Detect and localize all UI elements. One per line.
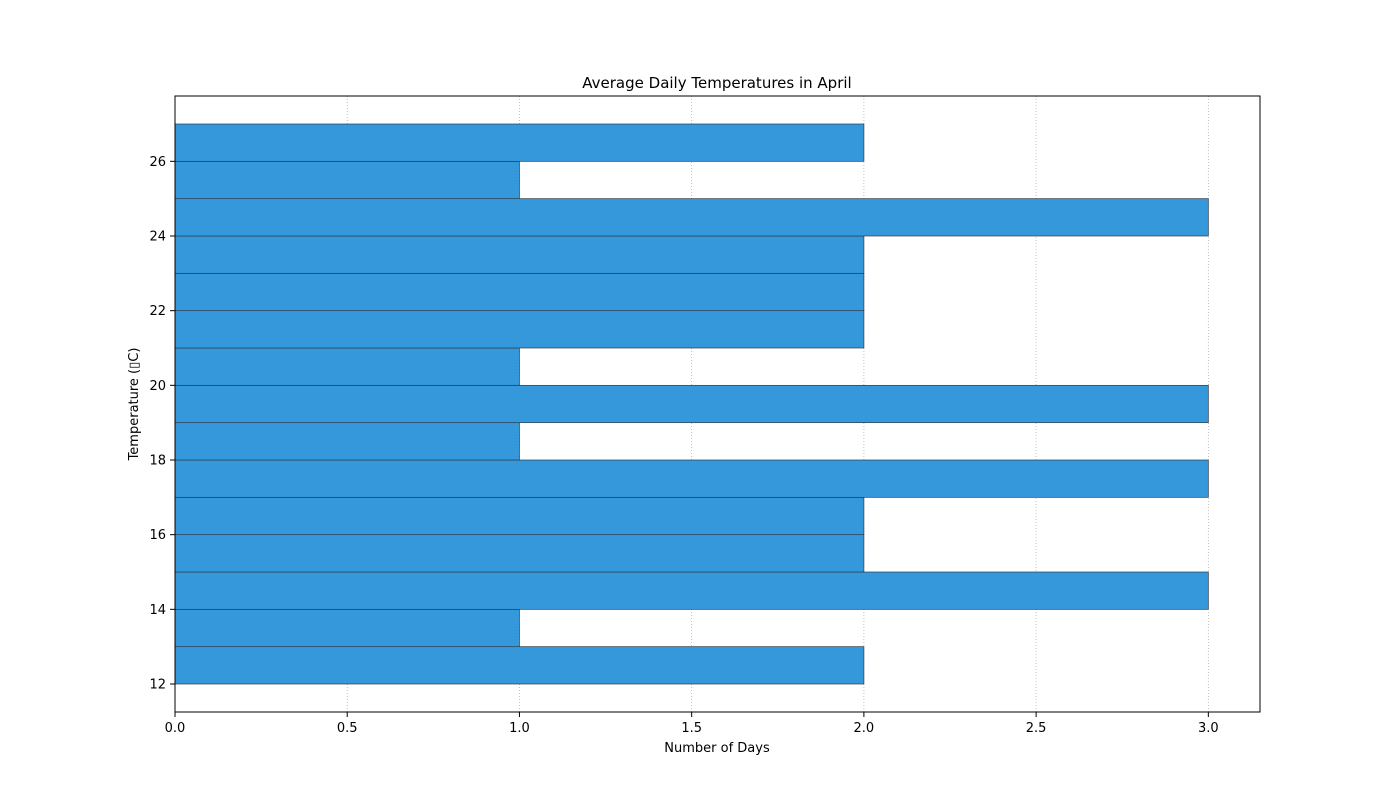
histogram-bar xyxy=(174,534,865,573)
histogram-bar xyxy=(174,459,1209,498)
x-tick-label: 2.0 xyxy=(854,721,875,736)
bars xyxy=(174,123,1209,685)
x-tick-label: 3.0 xyxy=(1198,721,1219,736)
y-axis-ticks: 12 14 16 18 20 22 24 26 xyxy=(149,155,175,693)
x-axis-label: Number of Days xyxy=(664,741,770,756)
x-tick-label: 0.0 xyxy=(165,721,186,736)
y-axis-label: Temperature (▯C) xyxy=(127,348,142,462)
y-tick-label: 12 xyxy=(149,678,166,693)
y-tick-label: 14 xyxy=(149,603,166,618)
y-tick-label: 20 xyxy=(149,379,166,394)
histogram-bar xyxy=(174,123,865,162)
y-tick-label: 16 xyxy=(149,528,166,543)
histogram-bar xyxy=(174,347,520,386)
y-tick-label: 26 xyxy=(149,155,166,170)
histogram-bar xyxy=(174,496,865,536)
histogram-bar xyxy=(174,608,520,648)
x-tick-label: 2.5 xyxy=(1026,721,1047,736)
histogram-bar xyxy=(174,422,520,461)
x-axis-ticks: 0.0 0.5 1.0 1.5 2.0 2.5 3.0 xyxy=(165,712,1219,736)
histogram-bar xyxy=(174,310,865,349)
histogram-bar xyxy=(174,198,1209,237)
histogram-bar xyxy=(174,384,1209,424)
y-tick-label: 22 xyxy=(149,304,166,319)
histogram-bar xyxy=(174,571,1209,610)
y-tick-label: 18 xyxy=(149,454,166,469)
x-tick-label: 1.0 xyxy=(509,721,530,736)
histogram-bar xyxy=(174,235,865,274)
x-tick-label: 0.5 xyxy=(337,721,358,736)
plot-frame xyxy=(174,95,1261,713)
histogram-bar xyxy=(174,646,865,685)
x-tick-label: 1.5 xyxy=(681,721,702,736)
y-tick-label: 24 xyxy=(149,230,166,245)
chart-title: Average Daily Temperatures in April xyxy=(582,74,851,92)
histogram-bar xyxy=(174,272,865,312)
histogram-bar xyxy=(174,160,520,200)
